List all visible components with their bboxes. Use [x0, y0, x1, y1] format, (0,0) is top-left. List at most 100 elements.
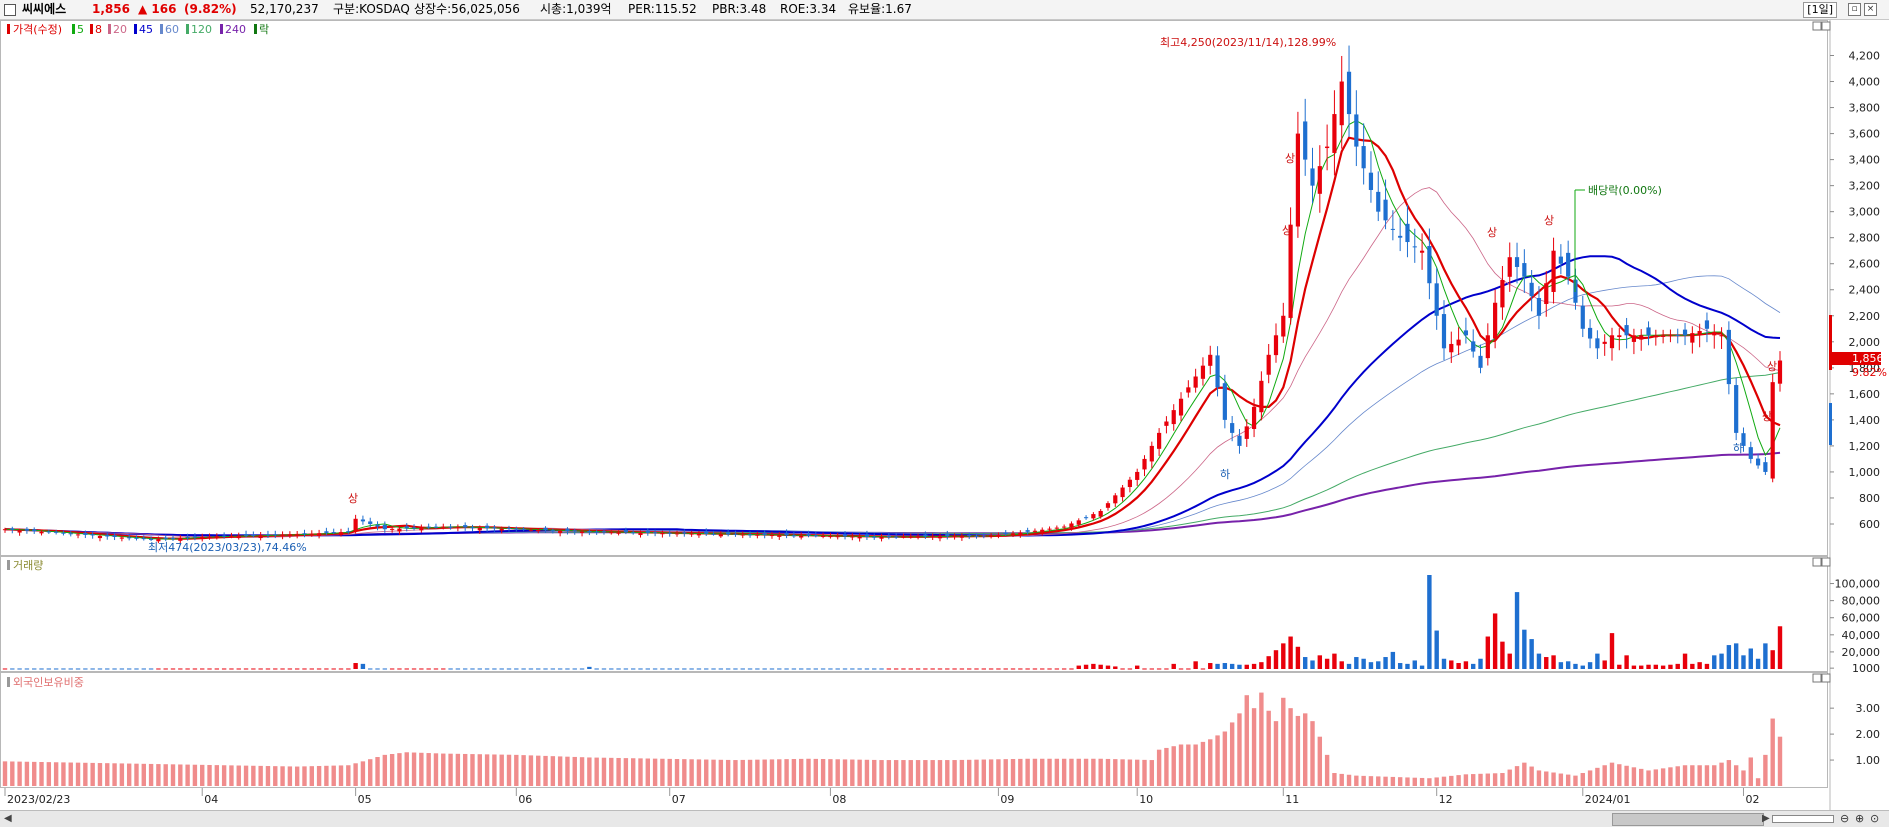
limit-up-label: 상 — [1285, 152, 1295, 165]
volume-bar — [1741, 655, 1746, 669]
volume-bar — [221, 668, 227, 670]
candle-body — [185, 536, 190, 538]
volume-close-icon[interactable] — [1821, 557, 1831, 567]
candle-body — [1704, 320, 1710, 329]
volume-bar — [981, 668, 987, 670]
foreign-bar — [1733, 765, 1739, 786]
candle-body — [1763, 462, 1768, 472]
candle-body — [1127, 479, 1132, 488]
foreign-bar — [945, 760, 950, 786]
restore-icon[interactable]: ▫ — [1848, 3, 1861, 16]
candle-body — [163, 537, 168, 539]
foreign-bar — [375, 757, 380, 786]
zoom-in-icon[interactable]: ⊕ — [1855, 812, 1865, 825]
foreign-bar — [368, 759, 373, 786]
foreign-bar — [660, 758, 665, 786]
candle-body — [1734, 385, 1739, 433]
candle-body — [411, 527, 417, 529]
candle-body — [90, 534, 95, 536]
close-icon[interactable]: × — [1864, 3, 1877, 16]
scroll-thumb[interactable] — [1612, 813, 1764, 826]
foreign-bar — [630, 758, 636, 786]
foreign-bar — [1178, 744, 1184, 786]
candle-body — [726, 532, 731, 535]
candle-body — [214, 536, 219, 538]
foreign-max-icon[interactable] — [1812, 673, 1822, 683]
zoom-reset-icon[interactable]: ⊙ — [1870, 812, 1880, 825]
candle-body — [864, 534, 870, 537]
candle-body — [127, 537, 132, 539]
foreign-bar — [10, 761, 15, 786]
foreign-bar — [1273, 721, 1279, 786]
foreign-bar — [1441, 776, 1447, 786]
foreign-bar — [1471, 774, 1476, 786]
volume-max-icon[interactable] — [1812, 557, 1822, 567]
foreign-bar — [528, 755, 534, 786]
foreign-bar — [1229, 722, 1235, 786]
foreign-bar — [1310, 721, 1315, 786]
foreign-bar — [1419, 777, 1425, 786]
foreign-bar — [1507, 769, 1512, 786]
panel-max-icon[interactable] — [1812, 21, 1822, 31]
volume-bar — [105, 668, 110, 670]
scroll-left-icon[interactable]: ◀ — [4, 813, 12, 824]
foreign-bar — [828, 759, 833, 786]
volume-bar — [404, 668, 409, 670]
foreign-bar — [46, 762, 52, 786]
volume-bar — [616, 668, 621, 670]
foreign-bar — [733, 760, 738, 786]
foreign-bar — [1010, 759, 1016, 786]
foreign-bar — [1346, 774, 1352, 786]
volume-bar — [506, 668, 512, 670]
zoom-out-icon[interactable]: ⊖ — [1840, 812, 1850, 825]
foreign-bar — [543, 755, 548, 786]
candle-body — [996, 534, 1001, 537]
volume-bar — [97, 668, 103, 670]
foreign-bar — [353, 763, 358, 786]
zoom-slider[interactable] — [1772, 815, 1834, 823]
volume-bar — [528, 668, 534, 670]
period-selector[interactable]: [1일] — [1803, 2, 1837, 18]
candle-body — [828, 536, 833, 538]
foreign-bar — [1295, 715, 1301, 786]
x-tick-label: 2024/01 — [1585, 793, 1631, 806]
candle-body — [1010, 533, 1016, 535]
volume-bar — [1149, 668, 1155, 670]
scroll-bar[interactable]: ◀ ▶ ⊖ ⊕ ⊙ — [0, 810, 1889, 827]
legend-ma-label: 20 — [113, 23, 127, 36]
foreign-bar — [1076, 758, 1081, 786]
foreign-bar — [1755, 778, 1761, 786]
candle-body — [1412, 246, 1417, 248]
foreign-bar — [1697, 765, 1702, 786]
foreign-bar — [287, 766, 293, 786]
volume-bar — [769, 668, 775, 670]
legend-ma-label: 5 — [77, 23, 84, 36]
checkbox-icon[interactable] — [4, 4, 16, 16]
volume-bar — [39, 668, 44, 670]
volume-bar — [733, 668, 738, 670]
candle-body — [667, 532, 672, 534]
candle-body — [236, 535, 241, 539]
foreign-bar — [1091, 758, 1096, 786]
legend-label: 락 — [259, 23, 269, 36]
foreign-close-icon[interactable] — [1821, 673, 1831, 683]
volume-bar — [163, 668, 168, 670]
panel-close-icon[interactable] — [1821, 21, 1831, 31]
price-tag — [1831, 352, 1881, 365]
foreign-bar — [1339, 773, 1344, 786]
candle-body — [682, 532, 687, 534]
trade-volume: 52,170,237 — [250, 2, 319, 16]
candle-body — [1237, 435, 1242, 446]
candle-body — [368, 521, 373, 524]
volume-bar — [660, 668, 665, 670]
candle-body — [1120, 487, 1125, 498]
scroll-right-icon[interactable]: ▶ — [1762, 813, 1770, 824]
foreign-bar — [550, 756, 556, 786]
foreign-bar — [1156, 749, 1162, 786]
foreign-bar — [1682, 765, 1688, 786]
ma-line-5 — [4, 120, 1781, 540]
candle-body — [46, 531, 51, 533]
date-axis: 2023/02/23 04 05 06 07 08 09 10 11 12 2024/01 02 — [4, 788, 1759, 806]
volume-bar — [170, 668, 176, 670]
volume-bar — [1376, 661, 1381, 669]
